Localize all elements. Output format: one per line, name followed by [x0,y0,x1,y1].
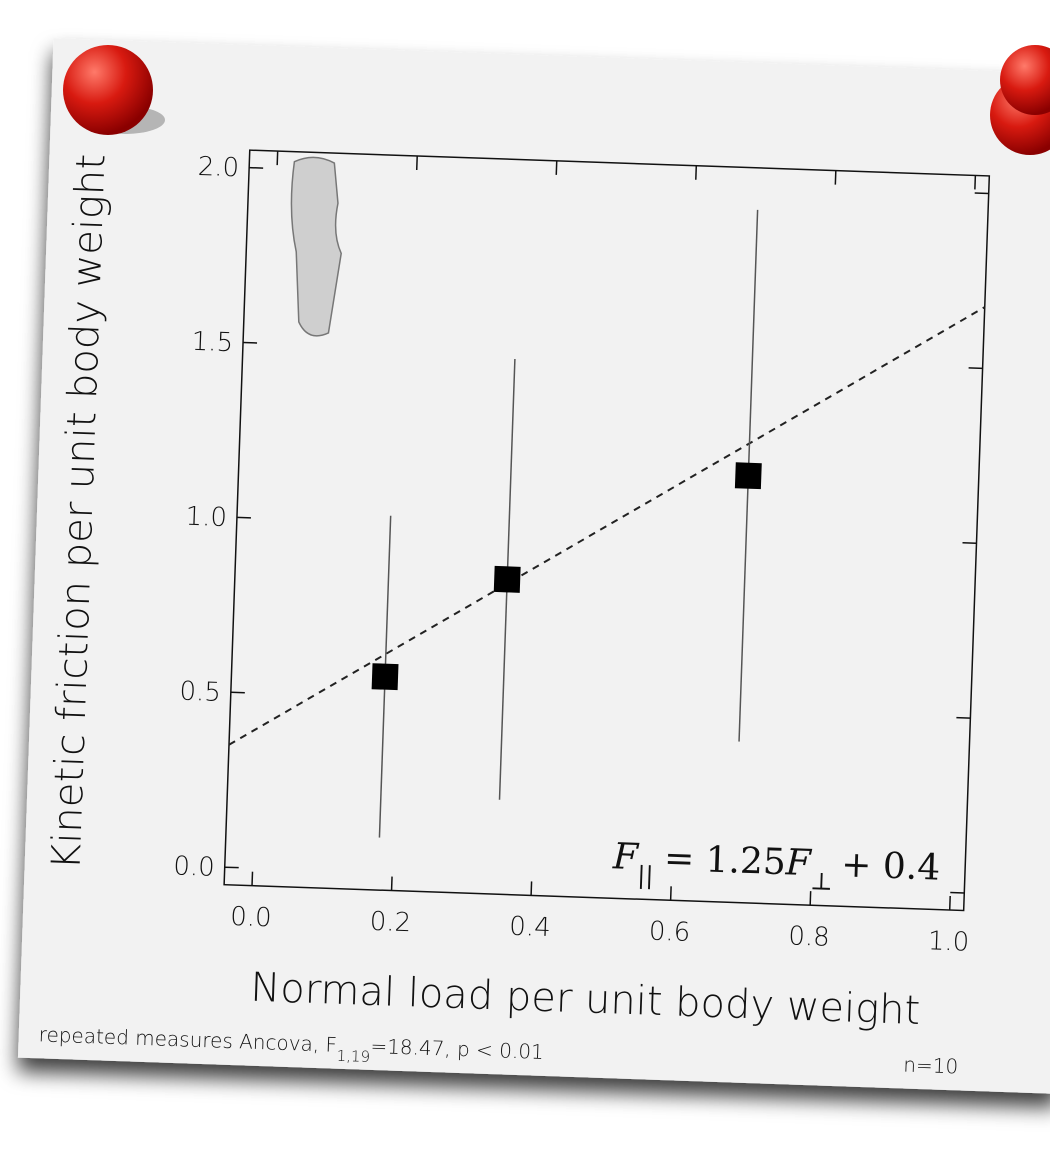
equation-part: F [611,836,640,878]
y-tick-label: 0.0 [173,851,215,882]
y-tick-label: 0.5 [179,677,221,708]
x-tick-label: 0.2 [369,907,411,938]
x-tick-label: 0.0 [230,902,272,933]
point [372,663,399,690]
x-tick-label: 0.4 [509,912,551,943]
equation-part: || [637,861,654,891]
y-tick-label: 2.0 [197,152,239,183]
sample-size: n=10 [903,1053,959,1079]
pin-right [990,45,1050,155]
equation-part: + 0.4 [841,844,941,888]
equation-part: ⊥ [810,867,834,896]
x-tick-label: 1.0 [927,926,969,957]
footnote-part: 1,19 [336,1047,370,1066]
point [494,566,521,593]
x-tick-label: 0.8 [788,921,830,952]
y-tick-label: 1.5 [191,327,233,358]
x-tick-label: 0.6 [648,917,690,948]
y-tick-label: 1.0 [185,502,227,533]
equation-part: = 1.25 [663,838,786,883]
equation-part: F [784,842,813,884]
point [735,462,762,489]
